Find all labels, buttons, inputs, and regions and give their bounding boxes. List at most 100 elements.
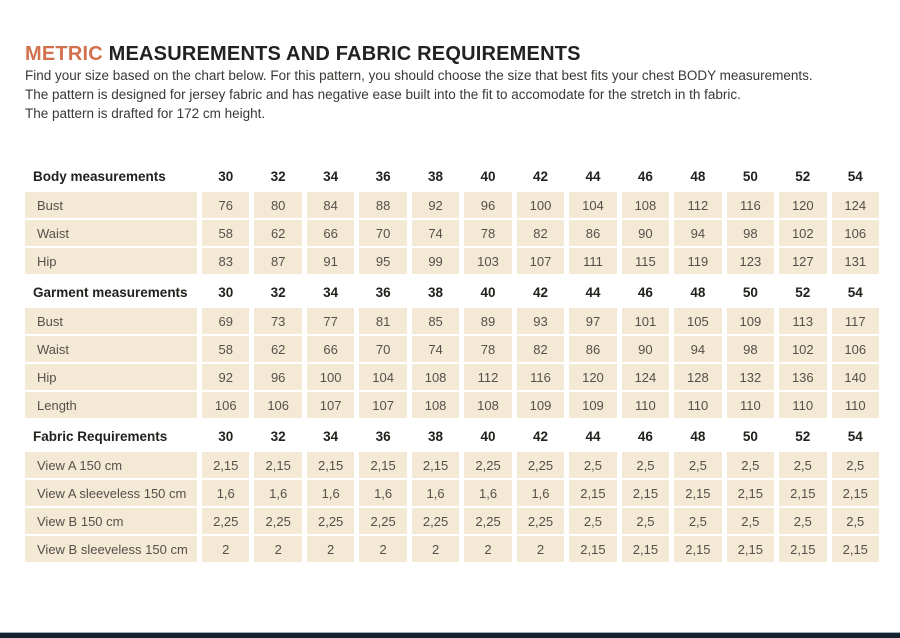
value-cell: 98 bbox=[726, 220, 775, 246]
value-cell: 96 bbox=[254, 364, 302, 390]
value-cell: 2 bbox=[464, 536, 512, 562]
value-cell: 131 bbox=[831, 248, 879, 274]
value-cell: 107 bbox=[359, 392, 407, 418]
value-cell: 104 bbox=[569, 192, 617, 218]
size-header-cell: 44 bbox=[585, 168, 601, 184]
value-cell: 112 bbox=[464, 364, 512, 390]
table-row: Bust 76 80 84 88 92 96 100 104 108 112 116 120 124 bbox=[25, 192, 879, 218]
value-cell: 2,15 bbox=[779, 536, 827, 562]
size-header-cell: 46 bbox=[637, 284, 653, 300]
size-header-cell: 38 bbox=[428, 284, 444, 300]
row-label-cell: View B sleeveless 150 cm bbox=[25, 536, 197, 562]
row-label-cell: View A sleeveless 150 cm bbox=[25, 480, 197, 506]
value-cell: 108 bbox=[411, 392, 460, 418]
value-cell: 110 bbox=[831, 392, 879, 418]
section-header-row: Body measurements 30 32 34 36 38 40 42 44 46 48 50 5… bbox=[25, 163, 879, 189]
value-cell: 95 bbox=[359, 248, 407, 274]
size-header-cell: 32 bbox=[270, 168, 286, 184]
value-cell: 2,5 bbox=[674, 508, 722, 534]
value-cell: 2,5 bbox=[779, 452, 827, 478]
value-cell: 140 bbox=[831, 364, 879, 390]
size-header-cell: 46 bbox=[637, 428, 653, 444]
value-cell: 96 bbox=[464, 192, 512, 218]
value-cell: 2,5 bbox=[621, 508, 670, 534]
value-cell: 2,5 bbox=[569, 508, 617, 534]
value-cell: 82 bbox=[516, 336, 565, 362]
row-label-cell: Waist bbox=[25, 336, 197, 362]
value-cell: 2,5 bbox=[726, 452, 775, 478]
value-cell: 78 bbox=[464, 336, 512, 362]
value-cell: 120 bbox=[569, 364, 617, 390]
size-header-cell: 42 bbox=[532, 284, 548, 300]
page-title-highlight: METRIC bbox=[25, 43, 103, 65]
value-cell: 86 bbox=[569, 336, 617, 362]
table-row: Waist 58 62 66 70 74 78 82 86 90 94 98 102 106 bbox=[25, 220, 879, 246]
intro-line-3: The pattern is drafted for 172 cm height… bbox=[25, 106, 266, 121]
page-title-rest: MEASUREMENTS AND FABRIC REQUIREMENTS bbox=[102, 43, 581, 65]
size-header-cell: 48 bbox=[690, 428, 706, 444]
section-header-label: Body measurements bbox=[33, 168, 166, 184]
value-cell: 102 bbox=[779, 336, 827, 362]
value-cell: 87 bbox=[254, 248, 302, 274]
value-cell: 2,15 bbox=[621, 536, 670, 562]
value-cell: 110 bbox=[621, 392, 670, 418]
value-cell: 86 bbox=[569, 220, 617, 246]
value-cell: 2,5 bbox=[726, 508, 775, 534]
size-header-cell: 36 bbox=[375, 284, 391, 300]
row-label-cell: Hip bbox=[25, 248, 197, 274]
section-header-label: Garment measurements bbox=[33, 284, 188, 300]
value-cell: 94 bbox=[674, 220, 722, 246]
value-cell: 127 bbox=[779, 248, 827, 274]
size-header-cell: 50 bbox=[742, 284, 758, 300]
size-header-cell: 30 bbox=[218, 168, 234, 184]
value-cell: 109 bbox=[516, 392, 565, 418]
value-cell: 1,6 bbox=[254, 480, 302, 506]
size-header-cell: 50 bbox=[742, 168, 758, 184]
value-cell: 110 bbox=[779, 392, 827, 418]
value-cell: 128 bbox=[674, 364, 722, 390]
value-cell: 1,6 bbox=[464, 480, 512, 506]
value-cell: 2,5 bbox=[621, 452, 670, 478]
value-cell: 2,15 bbox=[306, 452, 355, 478]
value-cell: 82 bbox=[516, 220, 565, 246]
size-header-cell: 34 bbox=[323, 428, 339, 444]
size-header-cell: 34 bbox=[323, 284, 339, 300]
size-header-cell: 32 bbox=[270, 428, 286, 444]
value-cell: 110 bbox=[674, 392, 722, 418]
value-cell: 136 bbox=[779, 364, 827, 390]
value-cell: 106 bbox=[831, 220, 879, 246]
table-row: Hip 92 96 100 104 108 112 116 120 124 128 132 136 140 bbox=[25, 364, 879, 390]
value-cell: 99 bbox=[411, 248, 460, 274]
size-header-cell: 32 bbox=[270, 284, 286, 300]
intro-paragraph: Find your size based on the chart below.… bbox=[25, 66, 813, 123]
value-cell: 2,15 bbox=[569, 480, 617, 506]
size-header-cell: 46 bbox=[637, 168, 653, 184]
value-cell: 1,6 bbox=[516, 480, 565, 506]
value-cell: 2,25 bbox=[464, 508, 512, 534]
value-cell: 124 bbox=[621, 364, 670, 390]
value-cell: 2,15 bbox=[726, 480, 775, 506]
value-cell: 74 bbox=[411, 336, 460, 362]
value-cell: 108 bbox=[411, 364, 460, 390]
value-cell: 90 bbox=[621, 336, 670, 362]
value-cell: 109 bbox=[569, 392, 617, 418]
value-cell: 80 bbox=[254, 192, 302, 218]
value-cell: 2,5 bbox=[831, 508, 879, 534]
value-cell: 97 bbox=[569, 308, 617, 334]
value-cell: 100 bbox=[516, 192, 565, 218]
row-label-cell: Bust bbox=[25, 192, 197, 218]
value-cell: 116 bbox=[726, 192, 775, 218]
value-cell: 1,6 bbox=[359, 480, 407, 506]
value-cell: 58 bbox=[202, 336, 250, 362]
size-header-cell: 40 bbox=[480, 428, 496, 444]
value-cell: 2,15 bbox=[621, 480, 670, 506]
value-cell: 2 bbox=[306, 536, 355, 562]
size-header-cell: 48 bbox=[690, 168, 706, 184]
row-label-cell: Bust bbox=[25, 308, 197, 334]
value-cell: 106 bbox=[831, 336, 879, 362]
value-cell: 120 bbox=[779, 192, 827, 218]
value-cell: 2,25 bbox=[254, 508, 302, 534]
value-cell: 1,6 bbox=[411, 480, 460, 506]
size-header-cell: 44 bbox=[585, 284, 601, 300]
